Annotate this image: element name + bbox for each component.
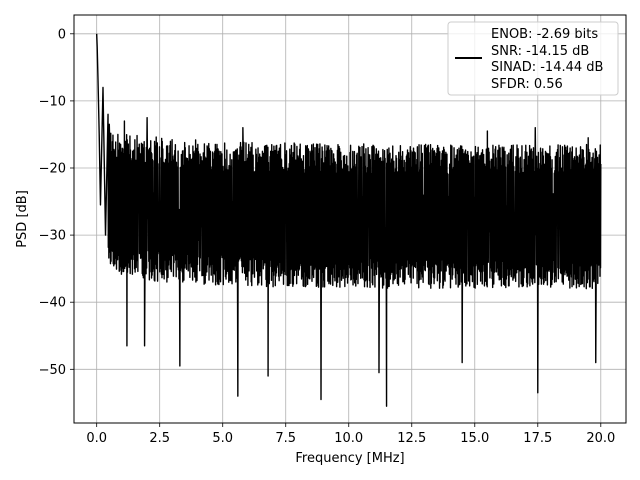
x-tick-label: 12.5 (397, 431, 426, 446)
x-tick-label: 17.5 (523, 431, 552, 446)
x-tick-label: 10.0 (334, 431, 363, 446)
x-tick-label: 2.5 (149, 431, 170, 446)
legend-snr: SNR: -14.15 dB (491, 44, 589, 59)
x-tick-label: 15.0 (460, 431, 489, 446)
psd-series-line (95, 33, 602, 407)
x-tick-label: 7.5 (275, 431, 296, 446)
y-tick-label: 0 (58, 27, 66, 42)
x-tick-label: 0.0 (86, 431, 107, 446)
plot-frame (73, 14, 627, 424)
y-tick-label: −20 (39, 162, 66, 177)
y-tick-label: −10 (39, 94, 66, 109)
x-tick-label: 20.0 (586, 431, 615, 446)
series-layer (95, 33, 602, 407)
x-axis-label: Frequency [MHz] (295, 451, 404, 466)
legend-box (447, 21, 619, 96)
y-tick-label: −40 (39, 296, 66, 311)
legend-sinad: SINAD: -14.44 dB (491, 60, 603, 75)
ticks: 0.0 2.5 5.0 7.5 10.0 12.5 15.0 17.5 20.0 0 −10 −20 −… (39, 27, 616, 446)
y-tick-label: −30 (39, 229, 66, 244)
x-tick-label: 5.0 (212, 431, 233, 446)
y-axis-label: PSD [dB] (15, 190, 30, 248)
legend-sfdr: SFDR: 0.56 (491, 77, 563, 92)
y-tick-label: −50 (39, 363, 66, 378)
legend-enob: ENOB: -2.69 bits (491, 27, 598, 42)
legend: ENOB: -2.69 bits SNR: -14.15 dB SINAD: -… (447, 21, 619, 96)
